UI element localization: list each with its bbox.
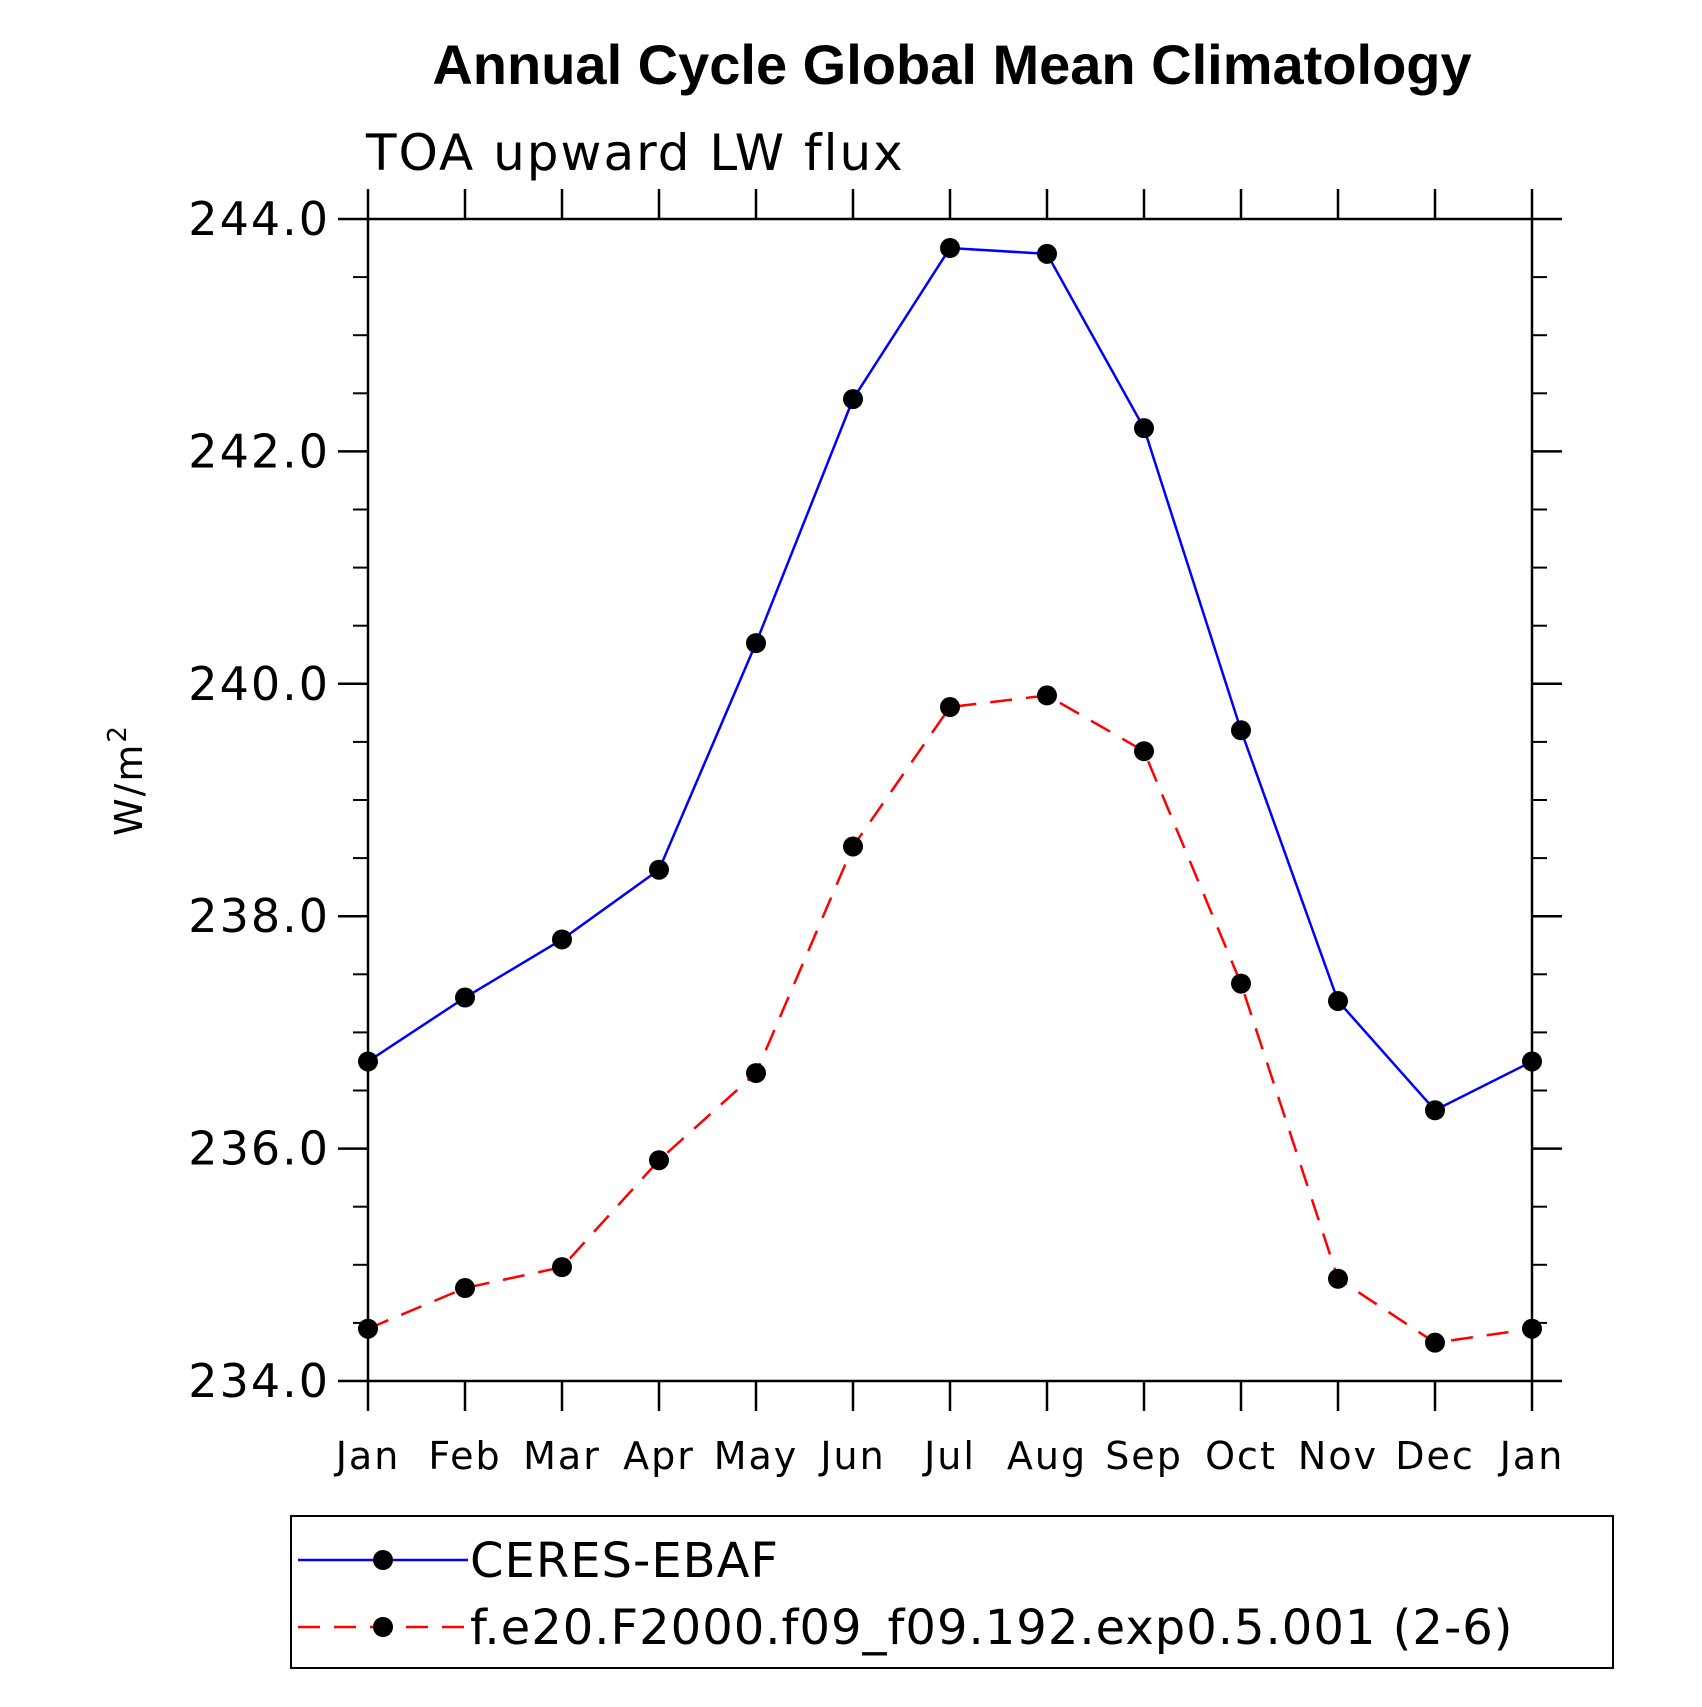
legend-box <box>290 1515 1614 1669</box>
data-point <box>1231 973 1251 994</box>
data-point <box>455 987 475 1008</box>
data-point <box>746 1063 766 1084</box>
data-point <box>1328 991 1348 1012</box>
chart-subtitle: TOA upward LW flux <box>365 124 905 182</box>
x-tick-label: Jun <box>818 1434 885 1478</box>
data-point <box>1134 741 1154 762</box>
legend-marker <box>373 1617 393 1637</box>
x-tick-label: Oct <box>1205 1434 1277 1478</box>
data-point <box>358 1051 378 1072</box>
data-point <box>358 1318 378 1339</box>
legend-label: f.e20.F2000.f09_f09.192.exp0.5.001 (2-6) <box>470 1600 1514 1656</box>
y-axis-label-text: W/m <box>107 743 151 836</box>
data-point <box>1328 1268 1348 1289</box>
data-point <box>649 1150 669 1171</box>
legend-marker <box>373 1550 393 1570</box>
series-layer <box>358 238 1542 1353</box>
y-axis-label: W/m2 <box>103 724 151 836</box>
legend-entries: CERES-EBAF f.e20.F2000.f09_f09.192.exp0.5… <box>298 1533 1514 1656</box>
data-point <box>843 389 863 410</box>
data-point <box>1037 685 1057 706</box>
y-tick-label: 238.0 <box>188 889 330 943</box>
x-tick-label: May <box>714 1434 799 1478</box>
y-tick-label: 244.0 <box>188 192 330 246</box>
x-tick-label: Apr <box>623 1434 695 1478</box>
data-point <box>649 859 669 880</box>
data-point <box>552 1257 572 1278</box>
y-tick-label: 240.0 <box>188 657 330 711</box>
x-tick-label: Feb <box>428 1434 501 1478</box>
y-tick-label: 236.0 <box>188 1122 330 1176</box>
y-tick-label: 242.0 <box>188 424 330 478</box>
legend-label: CERES-EBAF <box>470 1533 779 1589</box>
data-point <box>940 238 960 259</box>
x-tick-label: Aug <box>1007 1434 1087 1478</box>
legend-entry-2: f.e20.F2000.f09_f09.192.exp0.5.001 (2-6) <box>298 1600 1514 1656</box>
x-tick-label: Jan <box>334 1434 401 1478</box>
data-point <box>746 633 766 654</box>
data-point <box>1522 1051 1542 1072</box>
data-point <box>552 929 572 950</box>
x-tick-label: Dec <box>1395 1434 1475 1478</box>
data-point <box>1134 418 1154 439</box>
data-point <box>1037 243 1057 264</box>
data-point <box>1425 1332 1445 1353</box>
data-point <box>455 1278 475 1299</box>
y-tick-label: 234.0 <box>188 1354 330 1408</box>
x-tick-label: Jul <box>922 1434 976 1478</box>
x-tick-label: Sep <box>1105 1434 1183 1478</box>
legend: CERES-EBAF f.e20.F2000.f09_f09.192.exp0.5… <box>290 1515 1614 1669</box>
data-point <box>1425 1100 1445 1121</box>
chart-title: Annual Cycle Global Mean Climatology <box>432 33 1471 96</box>
data-point <box>1522 1318 1542 1339</box>
series-1 <box>358 238 1542 1121</box>
axes-layer: Jan Feb Mar Apr May Jun Jul Aug Sep Oct Nov Dec Jan2… <box>188 189 1565 1478</box>
x-tick-label: Mar <box>523 1434 601 1478</box>
x-tick-label: Jan <box>1498 1434 1565 1478</box>
legend-entry-1: CERES-EBAF <box>298 1533 779 1589</box>
data-point <box>843 836 863 857</box>
y-axis-label-superscript: 2 <box>103 724 133 743</box>
x-tick-label: Nov <box>1298 1434 1378 1478</box>
data-point <box>1231 720 1251 741</box>
data-point <box>940 697 960 718</box>
series-2 <box>358 685 1542 1353</box>
